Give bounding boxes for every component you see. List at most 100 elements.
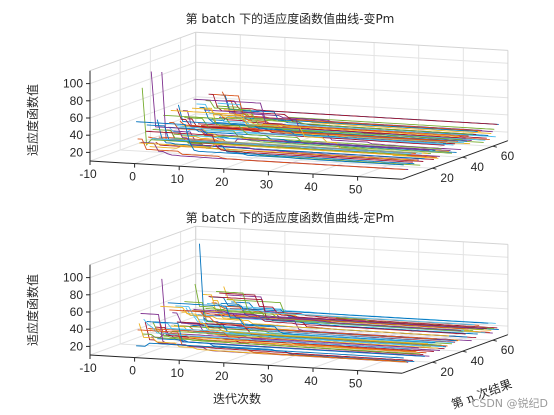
x-axis-line bbox=[89, 160, 403, 180]
gridline-y-floor bbox=[150, 332, 463, 352]
x-tick-label: 0 bbox=[129, 170, 136, 184]
z-tick-label: 60 bbox=[70, 305, 84, 319]
series-line bbox=[170, 325, 439, 349]
series-line bbox=[167, 302, 436, 344]
gridline-z-back bbox=[195, 61, 508, 81]
y-tick-label: 60 bbox=[501, 343, 515, 357]
x-axis-label-bottom: 迭代次数 bbox=[213, 391, 261, 406]
series-line bbox=[226, 116, 495, 130]
series-line bbox=[194, 283, 463, 332]
series-line bbox=[137, 138, 406, 171]
z-tick-label: 100 bbox=[63, 77, 83, 91]
gridline-z bbox=[89, 44, 196, 85]
z-axis-label-top: 适应度函数值 bbox=[25, 84, 40, 156]
box-edge bbox=[195, 225, 508, 245]
series-line bbox=[207, 303, 475, 326]
y-tick-label: 40 bbox=[471, 160, 485, 174]
gridline-z bbox=[89, 307, 196, 347]
y-tick-mark bbox=[432, 167, 437, 170]
series-line bbox=[210, 296, 478, 335]
gridline-z bbox=[89, 290, 196, 330]
series-line bbox=[199, 106, 468, 142]
series-line bbox=[149, 146, 418, 161]
series-line bbox=[160, 305, 428, 345]
series-line bbox=[146, 124, 415, 165]
axes-bottom: -10 0 10 20 30 40 50 20 40 60 20 40 60 80 100 bbox=[63, 264, 515, 391]
series-line bbox=[145, 130, 413, 163]
z-tick-label: 80 bbox=[70, 288, 84, 302]
series-line bbox=[149, 328, 418, 353]
series-line bbox=[156, 119, 425, 160]
x-tick-label: 30 bbox=[260, 177, 274, 191]
series-line bbox=[173, 133, 442, 150]
series-line bbox=[151, 332, 419, 349]
series-line bbox=[191, 107, 460, 137]
series-line bbox=[175, 125, 444, 145]
z-tick-label: 60 bbox=[70, 111, 84, 125]
series-line bbox=[193, 309, 462, 331]
series-line bbox=[184, 117, 453, 154]
z-tick-label: 100 bbox=[63, 271, 83, 285]
z-tick-label: 40 bbox=[70, 128, 84, 142]
x-tick-label: -10 bbox=[79, 361, 97, 375]
axes-top: -10 0 10 20 30 40 50 20 40 60 20 40 60 80 100 bbox=[63, 70, 515, 197]
chart-panel-bottom: 第 batch 下的适应度函数值曲线-定Pm -10 0 10 20 30 40 50 20 4… bbox=[25, 210, 514, 412]
gridline-z bbox=[89, 96, 196, 136]
series-line bbox=[143, 318, 412, 350]
series-line bbox=[142, 333, 410, 354]
series-line bbox=[200, 312, 469, 330]
x-tick-label: 0 bbox=[129, 364, 136, 378]
z-tick-label: 40 bbox=[70, 322, 84, 336]
watermark: CSDN @锐纪D bbox=[471, 397, 548, 410]
y-tick-mark bbox=[462, 156, 467, 159]
y-tick-label: 40 bbox=[471, 354, 485, 368]
y-tick-label: 20 bbox=[440, 171, 454, 185]
box-edge bbox=[89, 31, 196, 72]
y-tick-label: 60 bbox=[501, 149, 515, 163]
box-edge bbox=[195, 31, 508, 51]
x-tick-label: 50 bbox=[349, 183, 363, 197]
gridline-z-back bbox=[195, 44, 508, 64]
series-line bbox=[139, 142, 407, 156]
x-tick-label: 20 bbox=[215, 369, 229, 383]
series-line bbox=[170, 110, 439, 159]
y-axis-line bbox=[402, 334, 509, 374]
y-tick-mark bbox=[462, 350, 467, 353]
z-axis-label-bottom: 适应度函数值 bbox=[25, 274, 40, 346]
series-line bbox=[205, 100, 474, 135]
z-tick-label: 20 bbox=[70, 339, 84, 353]
x-tick-label: 10 bbox=[171, 366, 185, 380]
series-line bbox=[182, 110, 451, 152]
grid-top bbox=[89, 31, 509, 178]
gridline-z bbox=[89, 61, 196, 102]
x-tick-label: 40 bbox=[304, 374, 318, 388]
series-line bbox=[141, 87, 410, 156]
x-tick-label: 20 bbox=[215, 175, 229, 189]
series-line bbox=[229, 100, 498, 125]
series-line bbox=[173, 325, 442, 346]
y-tick-mark bbox=[432, 361, 437, 364]
gridline-z-back bbox=[195, 255, 508, 275]
series-line bbox=[200, 123, 469, 137]
series-line bbox=[154, 138, 422, 154]
series-line bbox=[169, 309, 437, 340]
y-tick-mark bbox=[492, 145, 497, 148]
series-line bbox=[136, 121, 404, 166]
x-tick-label: 10 bbox=[171, 172, 185, 186]
gridline-z-back bbox=[195, 273, 508, 293]
series-line bbox=[181, 311, 450, 337]
gridline-z bbox=[89, 255, 196, 296]
grid-bottom bbox=[89, 225, 509, 372]
chart-panel-top: 第 batch 下的适应度函数值曲线-变Pm -10 0 10 20 30 40 50 20 4… bbox=[25, 11, 514, 197]
gridline-z bbox=[89, 238, 196, 279]
box-edge bbox=[89, 225, 196, 266]
gridline-y-floor bbox=[120, 149, 433, 169]
series-line bbox=[143, 138, 412, 155]
series-line bbox=[214, 313, 483, 330]
y-tick-label: 20 bbox=[440, 365, 454, 379]
gridline-z bbox=[89, 273, 196, 313]
gridline-z bbox=[89, 113, 196, 153]
gridline-z-back bbox=[195, 96, 508, 116]
series-line bbox=[185, 307, 454, 344]
